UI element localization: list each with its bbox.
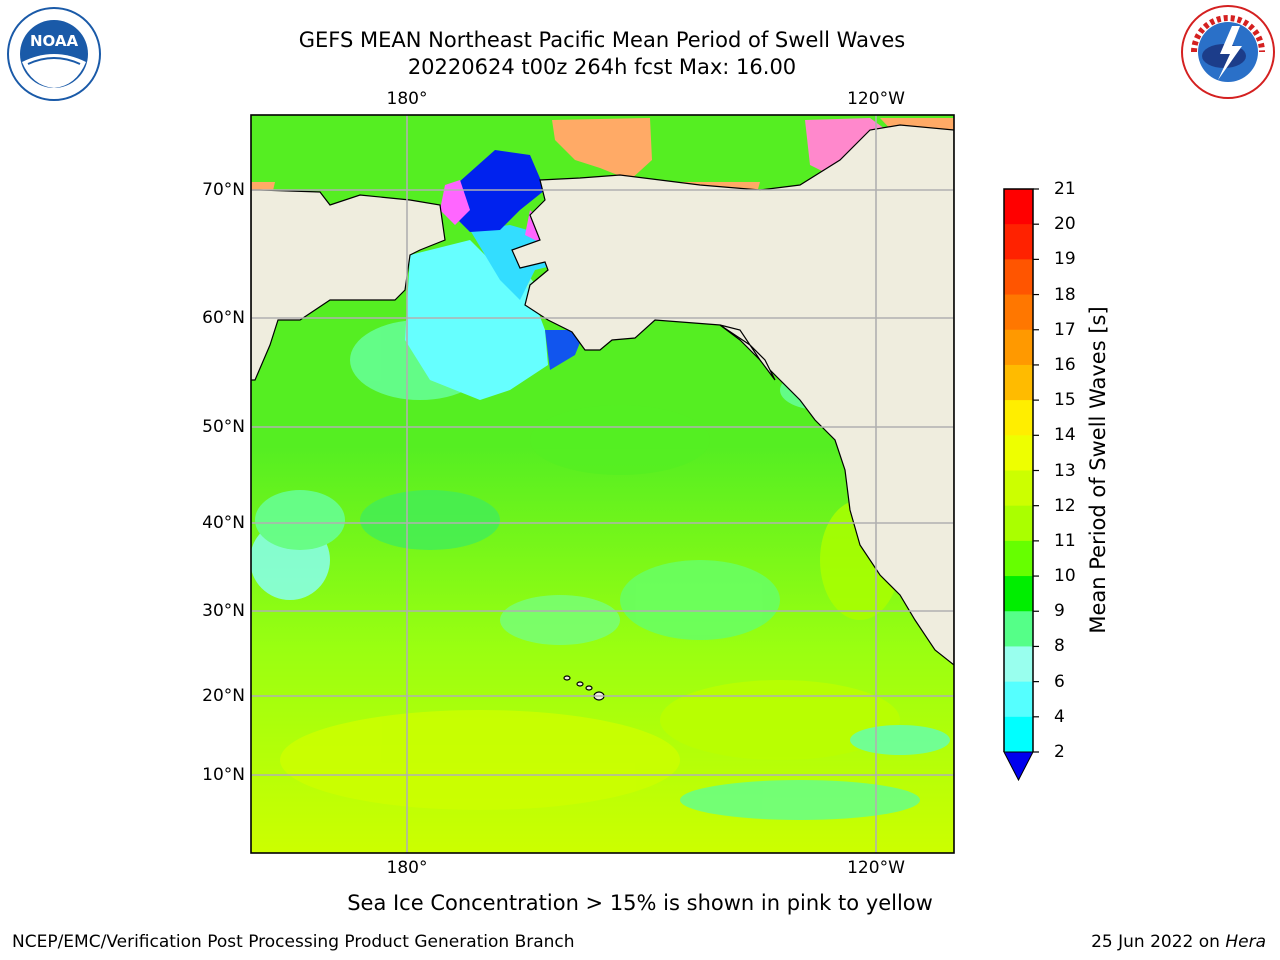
sea-ice-orange	[552, 118, 652, 180]
footer-credit: NCEP/EMC/Verification Post Processing Pr…	[12, 932, 575, 952]
colorbar-segment	[1004, 716, 1033, 753]
lon-label-top-120w: 120°W	[847, 89, 905, 109]
colorbar-label: 14	[1054, 425, 1076, 446]
colorbar-label: 15	[1054, 390, 1076, 411]
colorbar-label: 2	[1054, 742, 1065, 762]
colorbar-label: 16	[1054, 354, 1076, 375]
colorbar-label: 21	[1054, 179, 1076, 199]
colorbar-label: 19	[1054, 249, 1076, 270]
footer-date-text: 25 Jun 2022 on	[1091, 932, 1226, 952]
sea-ice-note: Sea Ice Concentration > 15% is shown in …	[347, 891, 933, 915]
graticule	[251, 115, 954, 853]
colorbar-segment	[1004, 576, 1033, 612]
colorbar-segment	[1004, 189, 1033, 225]
colorbar-label: 20	[1054, 214, 1076, 235]
colorbar-title: Mean Period of Swell Waves [s]	[1086, 306, 1110, 634]
colorbar-label: 10	[1054, 566, 1076, 587]
chart-title: GEFS MEAN Northeast Pacific Mean Period …	[298, 28, 906, 52]
sea-ice-pink	[440, 180, 470, 225]
lon-label-bottom-120w: 120°W	[847, 858, 905, 878]
colorbar-label: 4	[1054, 706, 1065, 727]
colorbar-segment	[1004, 681, 1033, 718]
lat-label-40n: 40°N	[202, 513, 245, 533]
colorbar-segment	[1004, 259, 1033, 296]
colorbar-segment	[1004, 435, 1033, 471]
colorbar-segment	[1004, 329, 1033, 366]
colorbar-label: 17	[1054, 319, 1076, 340]
nws-logo	[1181, 5, 1275, 99]
chart-subtitle: 20220624 t00z 264h fcst Max: 16.00	[407, 55, 797, 79]
colorbar-label: 12	[1054, 495, 1076, 516]
colorbar-segment	[1004, 646, 1033, 683]
lat-label-20n: 20°N	[202, 686, 245, 706]
colorbar-segment	[1004, 611, 1033, 647]
noaa-logo-text: NOAA	[30, 32, 79, 50]
colorbar-segment	[1004, 470, 1033, 507]
colorbar-label: 6	[1054, 671, 1065, 692]
colorbar-segment	[1004, 505, 1033, 542]
colorbar-segment	[1004, 294, 1033, 331]
arctic-blue	[448, 150, 545, 232]
lat-label-60n: 60°N	[202, 308, 245, 328]
lat-label-10n: 10°N	[202, 765, 245, 785]
lat-label-70n: 70°N	[202, 180, 245, 200]
map-frame	[250, 114, 955, 854]
noaa-logo: NOAA	[7, 7, 101, 101]
colorbar-segment	[1004, 540, 1033, 577]
colorbar-label: 8	[1054, 636, 1065, 657]
lat-label-50n: 50°N	[202, 417, 245, 437]
colorbar-label: 9	[1054, 601, 1065, 622]
colorbar-label: 13	[1054, 460, 1076, 481]
colorbar-segment	[1004, 400, 1033, 436]
colorbar	[1003, 188, 1039, 782]
colorbar-segment	[1004, 224, 1033, 260]
land-north-america	[251, 189, 446, 381]
lon-label-top-180: 180°	[386, 89, 428, 109]
lat-label-30n: 30°N	[202, 601, 245, 621]
footer-host: Hera	[1225, 932, 1266, 952]
colorbar-segment	[1004, 364, 1033, 401]
footer-date: 25 Jun 2022 on Hera	[1091, 932, 1266, 952]
colorbar-label: 11	[1054, 530, 1076, 551]
colorbar-extend-arrow	[1003, 751, 1034, 782]
lon-label-bottom-180: 180°	[386, 858, 428, 878]
colorbar-label: 18	[1054, 284, 1076, 305]
